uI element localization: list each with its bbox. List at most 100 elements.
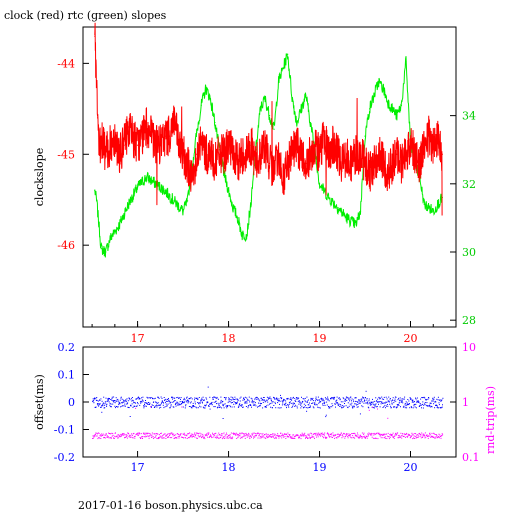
offset-point — [384, 404, 386, 406]
rndtrip-point — [290, 435, 292, 437]
offset-point — [209, 403, 210, 405]
rndtrip-point — [353, 436, 355, 438]
offset-point — [169, 407, 171, 409]
offset-point — [117, 406, 119, 408]
rndtrip-point — [272, 433, 274, 435]
rndtrip-point — [287, 435, 288, 437]
offset-point — [115, 397, 117, 399]
offset-point — [298, 403, 300, 405]
offset-point — [396, 406, 398, 408]
offset-point — [335, 401, 337, 403]
offset-point — [217, 402, 219, 404]
offset-point — [291, 399, 293, 401]
rndtrip-point — [330, 434, 331, 435]
offset-point — [290, 397, 292, 399]
offset-point — [213, 401, 215, 403]
offset-point — [237, 400, 239, 402]
rndtrip-point — [342, 434, 344, 436]
offset-point — [302, 398, 304, 400]
rndtrip-point — [383, 433, 385, 435]
offset-point — [377, 402, 379, 403]
offset-point — [294, 406, 296, 407]
rtc-point — [205, 87, 207, 89]
rndtrip-point — [145, 433, 147, 435]
offset-point — [405, 403, 407, 405]
offset-point — [399, 399, 400, 401]
rndtrip-point — [120, 435, 122, 437]
rndtrip-point — [226, 436, 228, 437]
rndtrip-point — [208, 432, 210, 434]
offset-point — [356, 406, 358, 408]
offset-point — [317, 406, 319, 408]
offset-point — [202, 402, 203, 404]
rndtrip-point — [106, 436, 108, 438]
rndtrip-y-tick-label: 10 — [462, 341, 476, 354]
rndtrip-point — [246, 436, 248, 438]
rndtrip-point — [370, 434, 372, 436]
offset-point — [271, 400, 272, 402]
clock-point — [400, 162, 403, 164]
offset-point — [218, 406, 220, 408]
footer-label: 2017-01-16 boson.physics.ubc.ca — [78, 499, 263, 512]
rndtrip-point — [266, 434, 268, 436]
offset-point — [429, 402, 431, 404]
offset-point — [167, 400, 169, 402]
rndtrip-point — [126, 435, 128, 437]
offset-point — [330, 397, 332, 399]
rndtrip-point — [321, 432, 323, 434]
rndtrip-point — [436, 434, 438, 436]
rndtrip-point — [195, 434, 197, 436]
offset-point — [377, 398, 379, 400]
offset-point — [299, 402, 301, 404]
offset-point — [305, 401, 307, 403]
rndtrip-point — [406, 436, 408, 438]
offset-point — [228, 399, 230, 401]
rndtrip-point — [435, 436, 437, 438]
rndtrip-point — [171, 437, 173, 439]
clock-point — [364, 162, 366, 164]
offset-point — [380, 401, 382, 402]
offset-point — [242, 406, 244, 408]
rndtrip-point — [388, 438, 390, 440]
offset-point — [431, 400, 433, 402]
offset-point — [135, 402, 137, 404]
slope-y2-tick-label: 32 — [462, 178, 476, 191]
offset-point — [315, 398, 317, 400]
offset-point — [368, 400, 370, 402]
rtc-point — [291, 97, 293, 100]
rtc-point — [118, 224, 120, 226]
offset-point — [389, 398, 391, 399]
rndtrip-point — [419, 435, 421, 437]
rtc-point — [209, 97, 211, 100]
rndtrip-point — [295, 435, 297, 437]
rndtrip-point — [237, 435, 239, 437]
clock-point — [282, 180, 284, 183]
rndtrip-point — [250, 436, 252, 438]
offset-point — [161, 397, 163, 399]
rndtrip-point — [424, 435, 426, 437]
rndtrip-point — [195, 432, 197, 434]
rndtrip-point — [417, 434, 419, 436]
offset-point — [228, 400, 230, 402]
rndtrip-point — [411, 435, 412, 437]
offset-point — [112, 400, 114, 401]
offset-point — [307, 407, 309, 409]
rndtrip-point — [153, 438, 155, 439]
offset-point — [244, 396, 246, 398]
offset-point — [104, 407, 106, 409]
rndtrip-point — [411, 434, 413, 436]
offset-point — [244, 402, 246, 404]
rndtrip-point — [340, 434, 342, 436]
rndtrip-point — [390, 433, 392, 435]
offset-point — [213, 396, 215, 398]
offset-point — [127, 400, 129, 402]
rndtrip-point — [371, 436, 373, 438]
rndtrip-point — [207, 436, 209, 438]
rndtrip-point — [182, 433, 184, 435]
offset-point — [196, 397, 198, 399]
rndtrip-point — [324, 436, 326, 438]
offset-point — [177, 404, 179, 406]
offset-point — [416, 400, 418, 402]
rndtrip-point — [384, 436, 386, 438]
